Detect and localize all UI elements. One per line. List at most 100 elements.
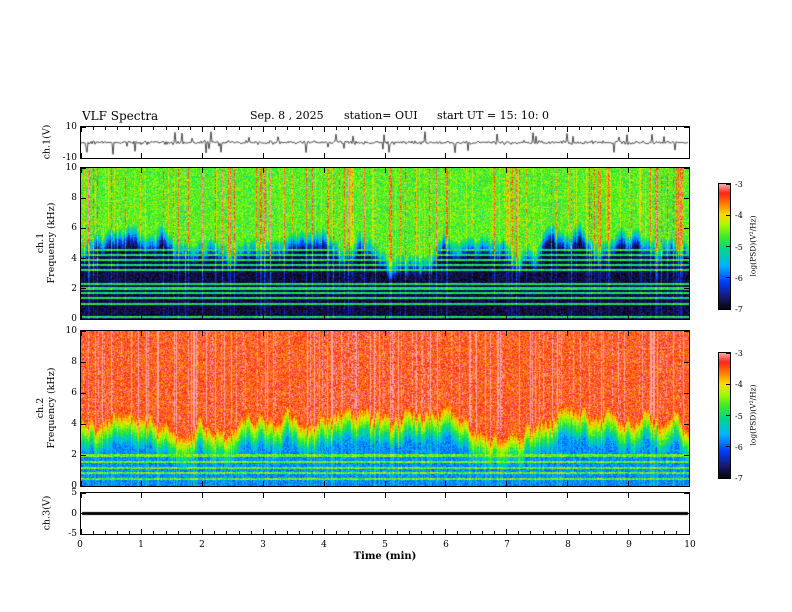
- x-tick-mark: [141, 481, 143, 486]
- x-tick-mark: [627, 529, 629, 534]
- x-tick-mark: [506, 331, 508, 336]
- x-tick-mark: [262, 153, 264, 158]
- x-minor-tick-mark: [153, 531, 155, 534]
- x-tick-mark: [202, 493, 204, 498]
- y-tick-label: 2: [71, 283, 77, 294]
- x-minor-tick-mark: [335, 127, 337, 130]
- ch1-waveform-canvas: [81, 127, 689, 158]
- x-tick-mark: [445, 493, 447, 498]
- x-minor-tick-mark: [372, 127, 374, 130]
- ch2-spectrogram-axis-label: ch.2 Frequency (kHz): [35, 368, 57, 449]
- colorbar-tick-label: -5: [735, 411, 743, 421]
- x-tick-mark: [384, 127, 386, 132]
- x-minor-tick-mark: [250, 531, 252, 534]
- x-minor-tick-mark: [481, 127, 483, 130]
- x-minor-tick-mark: [104, 127, 106, 130]
- x-tick-mark: [566, 153, 568, 158]
- x-tick-mark: [323, 314, 325, 319]
- x-minor-tick-mark: [275, 531, 277, 534]
- x-minor-tick-mark: [408, 531, 410, 534]
- colorbar-ch2: -3 -4 -5 -6 -7: [718, 349, 743, 483]
- x-tick-mark: [80, 153, 82, 158]
- x-tick-mark: [141, 314, 143, 319]
- x-minor-tick-mark: [676, 531, 678, 534]
- y-tick-mark: [81, 492, 86, 494]
- x-tick-label: 9: [626, 540, 632, 550]
- colorbar-tick-label: -4: [735, 380, 743, 390]
- x-minor-tick-mark: [639, 127, 641, 130]
- y-tick-mark: [684, 533, 689, 535]
- x-minor-tick-mark: [542, 531, 544, 534]
- x-tick-mark: [262, 127, 264, 132]
- x-minor-tick-mark: [591, 127, 593, 130]
- x-tick-label: 8: [565, 540, 571, 550]
- x-tick-mark: [384, 153, 386, 158]
- ch2-spectrogram-panel: 10 8 6 4 2 0: [66, 326, 690, 491]
- x-minor-tick-mark: [92, 127, 94, 130]
- x-tick-label: 6: [443, 540, 449, 550]
- y-tick-mark: [81, 318, 86, 320]
- x-minor-tick-mark: [348, 127, 350, 130]
- colorbar-tick-mark: [726, 246, 730, 247]
- y-tick-mark: [684, 485, 689, 487]
- x-minor-tick-mark: [360, 127, 362, 130]
- x-minor-tick-mark: [238, 127, 240, 130]
- colorbar-tick-label: -7: [735, 305, 743, 314]
- x-minor-tick-mark: [275, 127, 277, 130]
- x-tick-mark: [627, 481, 629, 486]
- x-minor-tick-mark: [214, 531, 216, 534]
- x-minor-tick-mark: [433, 127, 435, 130]
- x-minor-tick-mark: [311, 531, 313, 534]
- x-tick-mark: [566, 529, 568, 534]
- y-tick-mark: [81, 288, 86, 290]
- colorbar-tick-mark: [726, 383, 730, 385]
- x-minor-tick-mark: [335, 531, 337, 534]
- x-tick-mark: [141, 529, 143, 534]
- x-tick-label: 0: [77, 540, 83, 550]
- y-tick-mark: [81, 167, 86, 169]
- x-tick-mark: [445, 168, 447, 173]
- y-tick-mark: [81, 454, 86, 456]
- x-minor-tick-mark: [165, 531, 167, 534]
- x-minor-tick-mark: [530, 127, 532, 130]
- ch3-voltage-panel: 5 0 -5: [68, 488, 690, 539]
- axis-label-line: Frequency (kHz): [46, 202, 57, 284]
- y-tick-mark: [81, 227, 86, 229]
- x-minor-tick-mark: [177, 531, 179, 534]
- y-tick-mark: [684, 126, 689, 128]
- x-minor-tick-mark: [129, 127, 131, 130]
- colorbar-gradient: [719, 184, 730, 309]
- y-tick-mark: [684, 513, 689, 514]
- x-minor-tick-mark: [664, 127, 666, 130]
- x-minor-tick-mark: [129, 531, 131, 534]
- station-label: station= OUI: [344, 109, 418, 122]
- x-minor-tick-mark: [652, 127, 654, 130]
- y-tick-mark: [684, 361, 689, 363]
- x-tick-mark: [445, 127, 447, 132]
- x-tick-mark: [262, 493, 264, 498]
- x-minor-tick-mark: [408, 127, 410, 130]
- x-minor-tick-mark: [92, 531, 94, 534]
- x-tick-mark: [202, 331, 204, 336]
- colorbar-tick-label: -7: [735, 474, 743, 483]
- colorbar-tick-mark: [726, 308, 730, 310]
- y-tick-mark: [684, 492, 689, 494]
- x-tick-mark: [262, 529, 264, 534]
- x-tick-mark: [688, 331, 690, 336]
- y-tick-mark: [684, 227, 689, 229]
- x-minor-tick-mark: [676, 127, 678, 130]
- x-tick-mark: [627, 153, 629, 158]
- x-minor-tick-mark: [116, 127, 118, 130]
- y-tick-label: 10: [65, 122, 77, 132]
- x-tick-mark: [262, 168, 264, 173]
- x-tick-mark: [80, 481, 82, 486]
- x-tick-mark: [506, 168, 508, 173]
- x-tick-mark: [506, 481, 508, 486]
- x-minor-tick-mark: [348, 531, 350, 534]
- x-minor-tick-mark: [493, 127, 495, 130]
- x-minor-tick-mark: [481, 531, 483, 534]
- x-minor-tick-mark: [579, 531, 581, 534]
- x-minor-tick-mark: [603, 531, 605, 534]
- ch3-waveform-canvas: [81, 493, 689, 534]
